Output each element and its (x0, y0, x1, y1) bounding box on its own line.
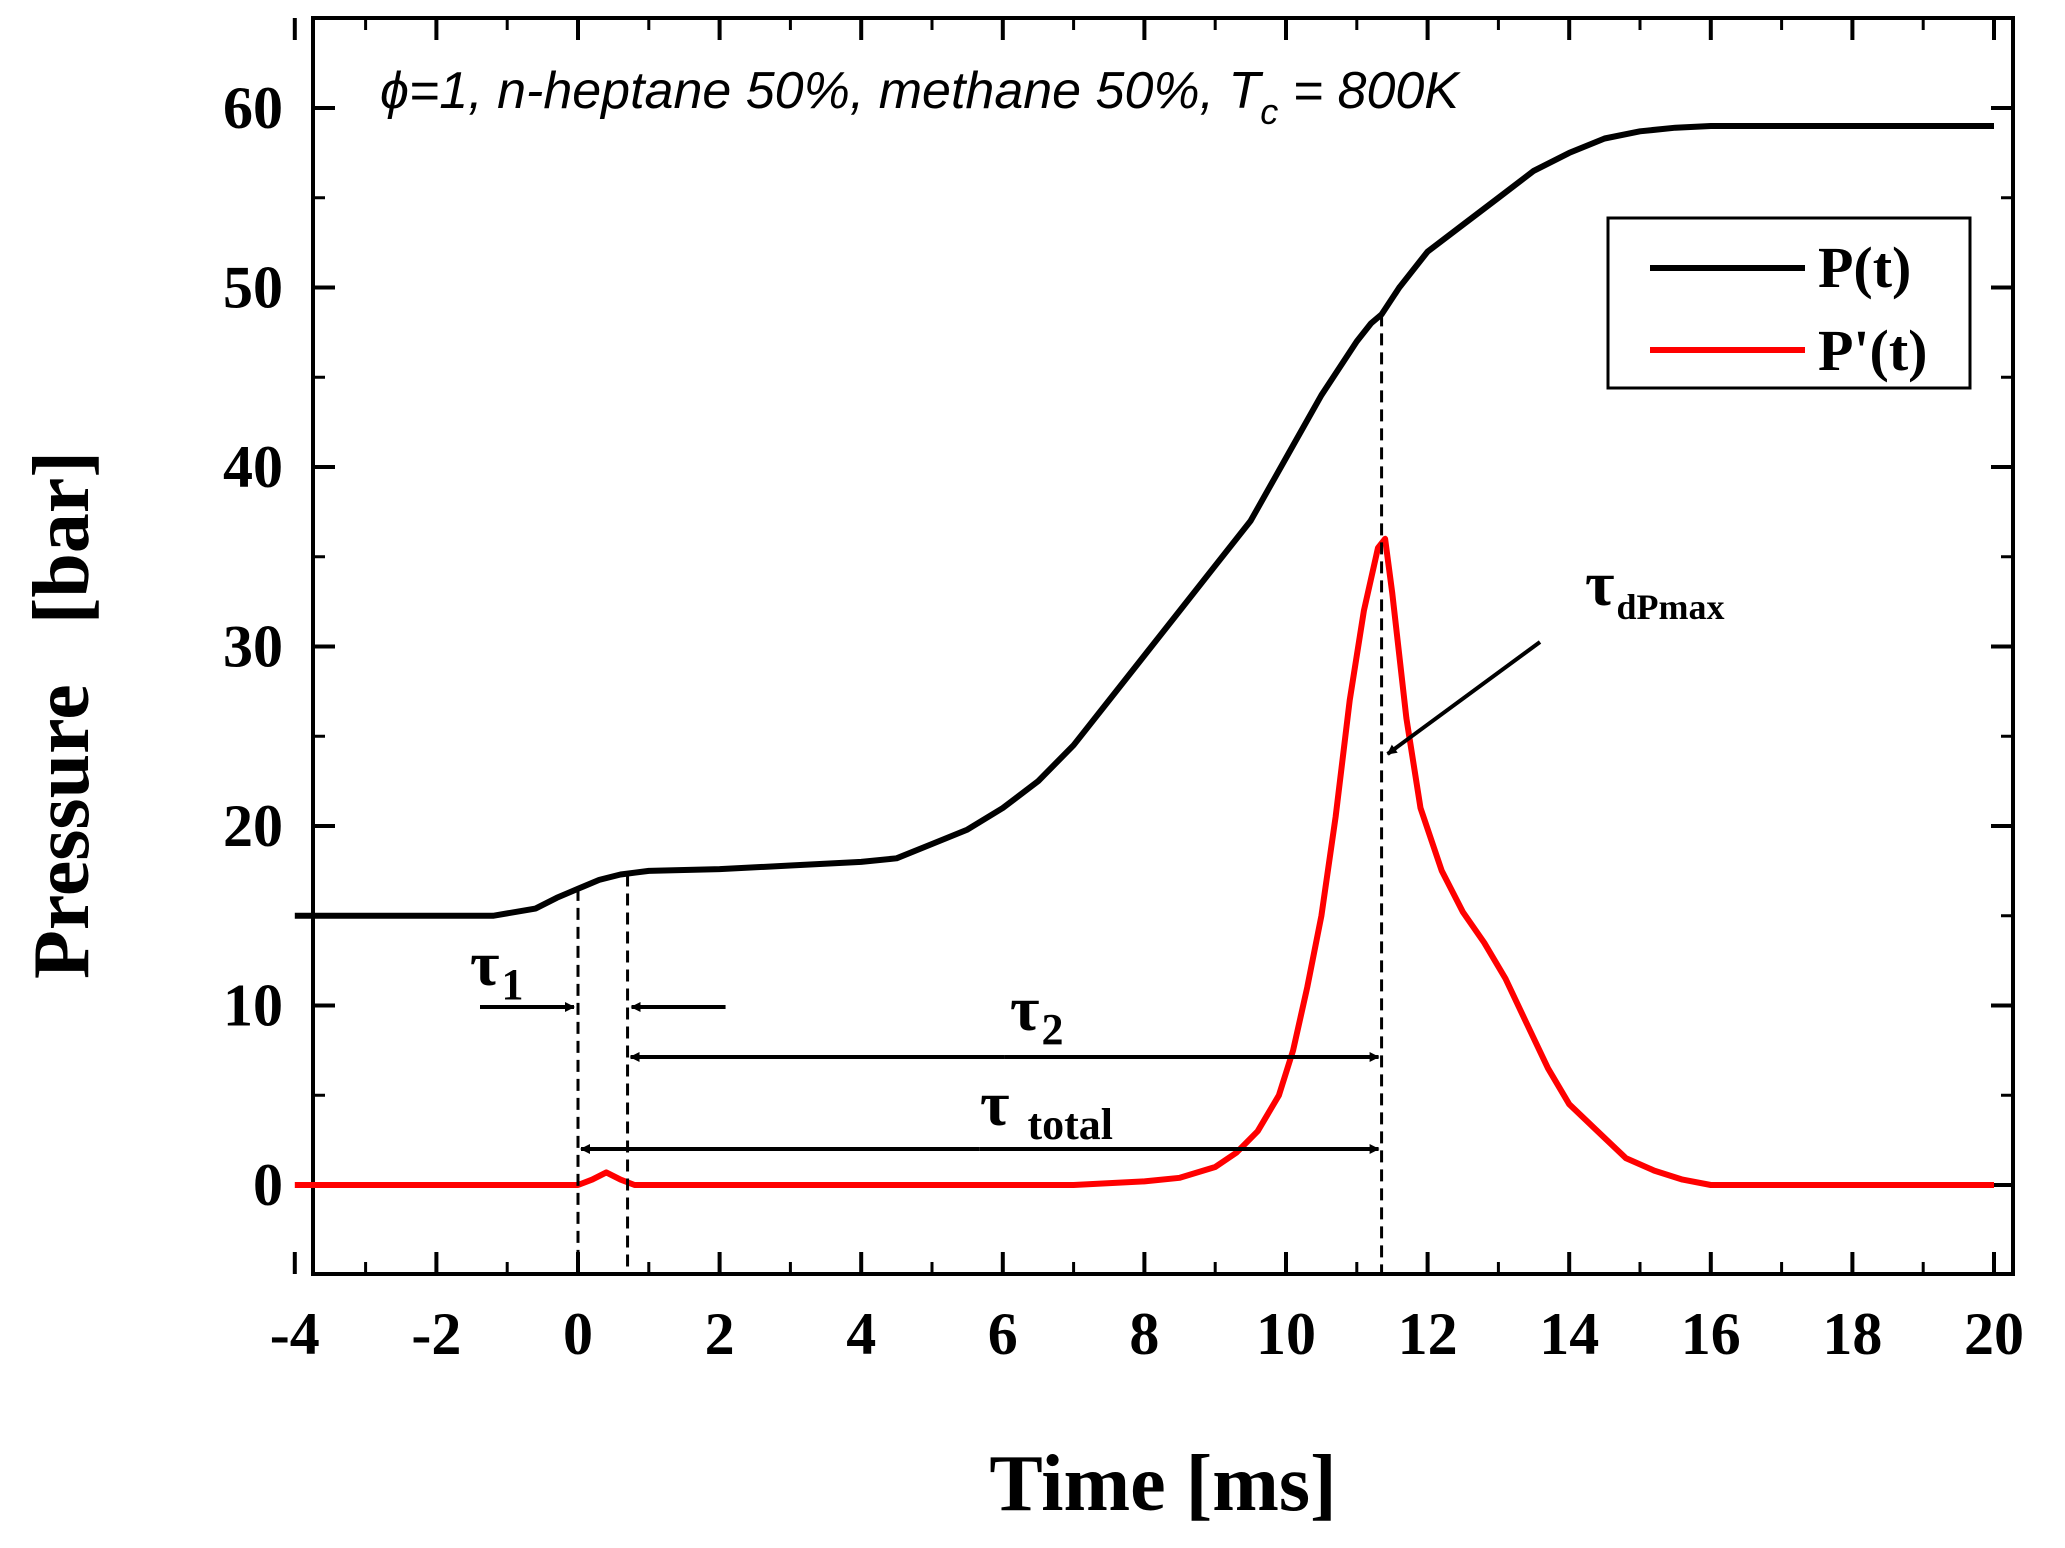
x-tick-label: 4 (846, 1301, 876, 1367)
tau-dpmax-label: τdPmax (1585, 548, 1725, 627)
tau1-label: τ1 (470, 928, 524, 1009)
x-tick-label: 6 (988, 1301, 1018, 1367)
y-tick-label: 10 (223, 973, 283, 1039)
x-axis-label: Time [ms] (989, 1440, 1336, 1528)
x-tick-label: -4 (270, 1301, 320, 1367)
legend-label-p: P(t) (1818, 235, 1911, 300)
x-tick-label: 18 (1822, 1301, 1882, 1367)
x-tick-label: 10 (1256, 1301, 1316, 1367)
x-tick-label: 12 (1398, 1301, 1458, 1367)
plot-frame (311, 16, 2015, 1276)
x-tick-label: -2 (411, 1301, 461, 1367)
x-tick-label: 0 (563, 1301, 593, 1367)
series-line-pressure (294, 123, 1994, 919)
y-tick-label: 60 (223, 75, 283, 141)
legend-label-dp: P'(t) (1818, 318, 1928, 383)
y-tick-label: 50 (223, 255, 283, 321)
y-axis-label: Pressure [bar] (18, 451, 106, 979)
x-tick-label: 20 (1964, 1301, 2024, 1367)
tau-total-label: τ total (980, 1068, 1113, 1149)
x-tick-label: 16 (1681, 1301, 1741, 1367)
x-tick-label: 14 (1539, 1301, 1599, 1367)
tau-dpmax-arrow (1386, 640, 1542, 756)
chart-title-tail: = 800K (1278, 62, 1461, 120)
y-tick-label: 0 (253, 1152, 283, 1218)
tau2-label: τ2 (1010, 973, 1064, 1054)
chart-title-sub: c (1260, 91, 1278, 132)
chart-title: ϕ=1, n-heptane 50%, methane 50%, Tc = 80… (380, 62, 1461, 132)
y-tick-label: 30 (223, 614, 283, 680)
legend: P(t) P'(t) (1606, 216, 1972, 390)
y-tick-label: 40 (223, 434, 283, 500)
x-tick-label: 2 (705, 1301, 735, 1367)
series-line-pressure-derivative (294, 535, 1994, 1188)
y-tick-label: 20 (223, 793, 283, 859)
legend-box (1606, 216, 1972, 390)
x-tick-label: 8 (1129, 1301, 1159, 1367)
